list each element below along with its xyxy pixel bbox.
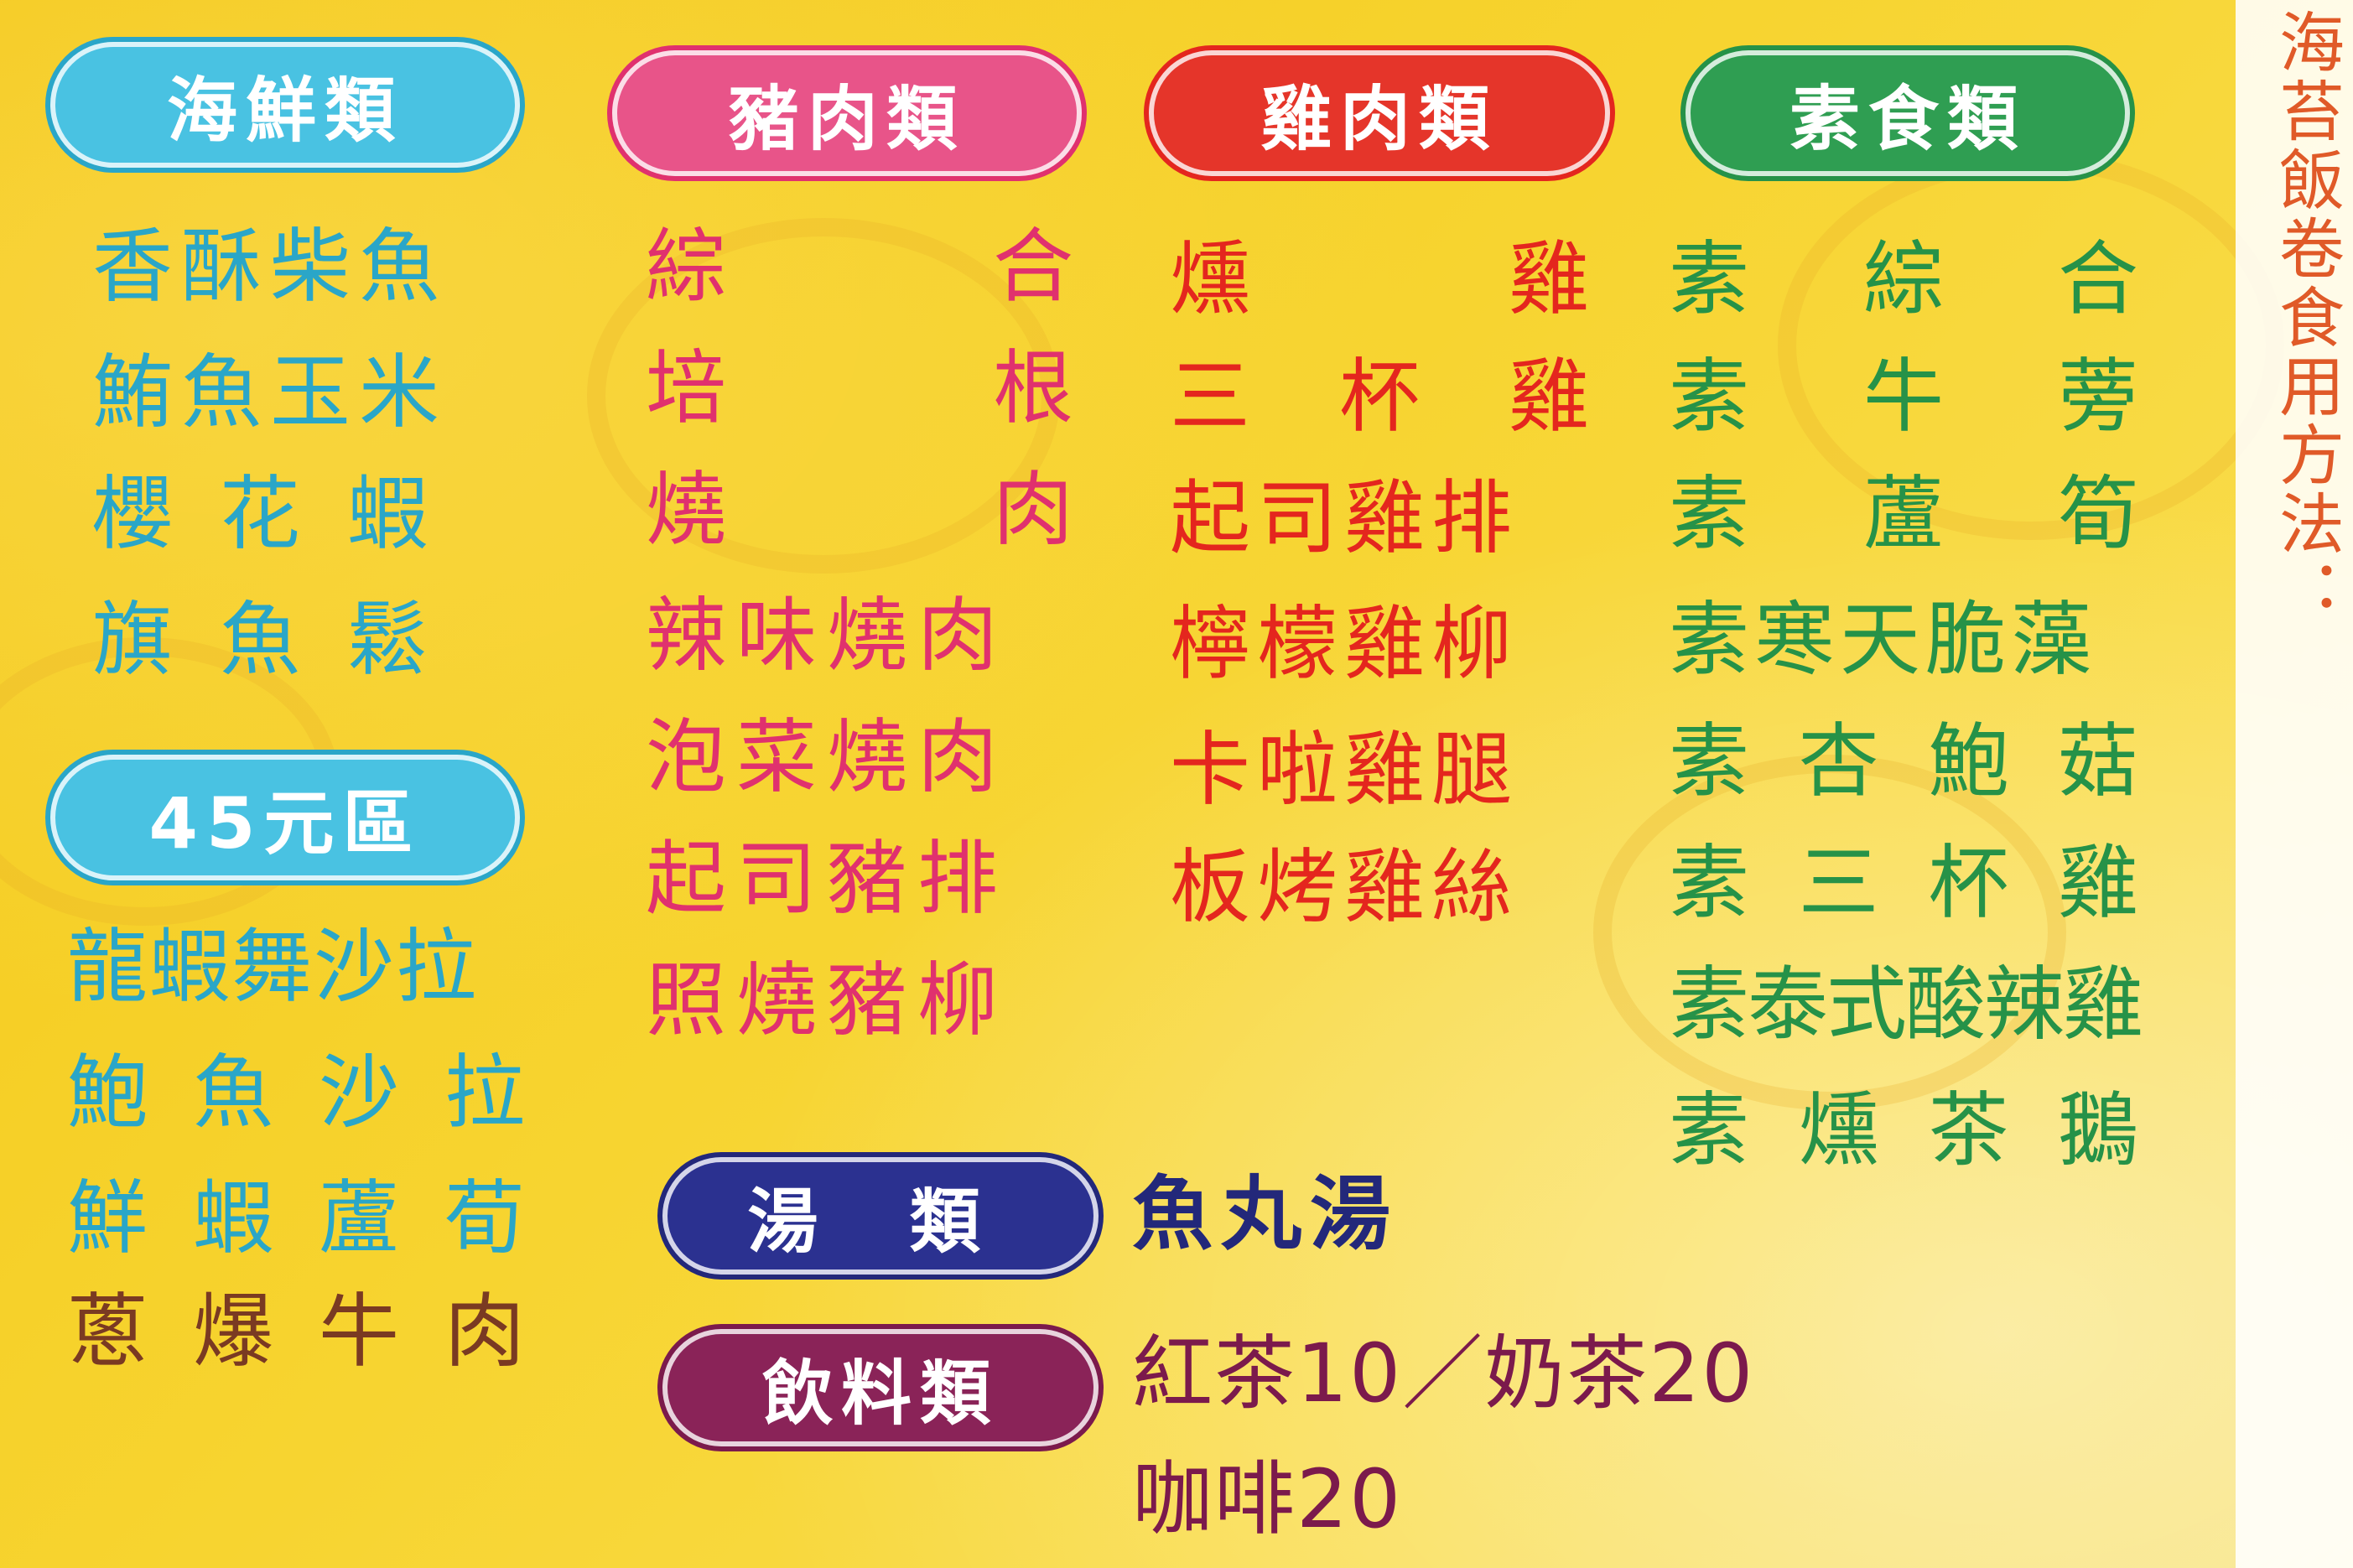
pork-item: 照燒豬柳 bbox=[646, 953, 1008, 1047]
pork-item: 綜合 bbox=[646, 220, 1073, 314]
soup-header: 湯 類 bbox=[662, 1157, 1099, 1275]
chicken-item: 燻雞 bbox=[1170, 232, 1589, 326]
veg-item: 素綜合 bbox=[1669, 232, 2138, 326]
soup-item: 魚丸湯 bbox=[1132, 1167, 1399, 1261]
pork-item: 泡菜燒肉 bbox=[646, 710, 1008, 804]
zone45-item: 鮮蝦蘆荀 bbox=[67, 1171, 570, 1265]
chicken-item: 起司雞排 bbox=[1170, 471, 1519, 565]
veg-header: 素食類 bbox=[1686, 50, 2130, 176]
drinks-header: 飲料類 bbox=[662, 1329, 1099, 1446]
veg-item: 素三杯雞 bbox=[1669, 836, 2138, 930]
drinks-line: 咖啡20 bbox=[1132, 1452, 1403, 1546]
pork-item: 燒肉 bbox=[646, 463, 1073, 557]
zone45-item: 鮑魚沙拉 bbox=[67, 1046, 570, 1140]
chicken-item: 三杯雞 bbox=[1170, 350, 1589, 444]
chicken-item: 板烤雞絲 bbox=[1170, 840, 1519, 934]
chicken-header: 雞肉類 bbox=[1149, 50, 1610, 176]
pork-item: 培根 bbox=[646, 341, 1073, 435]
zone45-item: 龍蝦舞沙拉 bbox=[67, 920, 478, 1014]
seafood-header: 海鮮類 bbox=[50, 42, 520, 168]
zone45-item: 蔥爆牛肉 bbox=[67, 1285, 570, 1378]
chicken-item: 檸檬雞柳 bbox=[1170, 597, 1519, 691]
pork-item: 起司豬排 bbox=[646, 832, 1008, 926]
veg-item: 素泰式酸辣雞 bbox=[1669, 958, 2143, 1051]
veg-item: 素燻茶鵝 bbox=[1669, 1083, 2138, 1177]
veg-item: 素寒天脆藻 bbox=[1669, 593, 2096, 687]
zone45-header: 45元區 bbox=[50, 755, 520, 880]
side-note: 海苔飯卷食用方法： bbox=[2236, 0, 2353, 1568]
seafood-item: 櫻花蝦 bbox=[92, 467, 475, 561]
seafood-item: 旗魚鬆 bbox=[92, 593, 475, 687]
veg-item: 素蘆筍 bbox=[1669, 467, 2138, 561]
pork-item: 辣味燒肉 bbox=[646, 589, 1008, 683]
chicken-item: 卡啦雞腿 bbox=[1170, 723, 1519, 817]
veg-item: 素杏鮑菇 bbox=[1669, 714, 2138, 808]
seafood-item: 鮪魚玉米 bbox=[92, 345, 448, 439]
pork-header: 豬肉類 bbox=[612, 50, 1082, 176]
drinks-line: 紅茶10／奶茶20 bbox=[1132, 1327, 1755, 1420]
veg-item: 素牛蒡 bbox=[1669, 350, 2138, 444]
seafood-item: 香酥柴魚 bbox=[92, 220, 448, 314]
